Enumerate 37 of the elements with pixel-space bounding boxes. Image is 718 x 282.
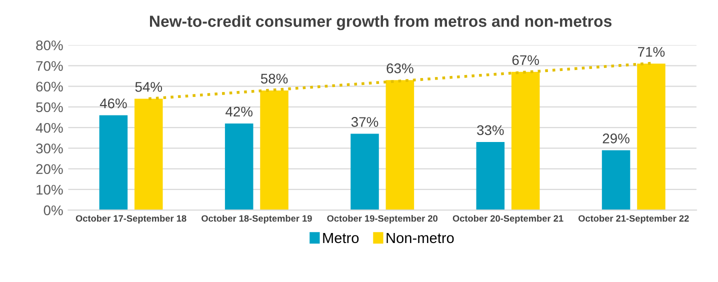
x-tick-label: October 17-September 18 — [76, 214, 186, 224]
y-tick-label: 50% — [36, 102, 63, 112]
y-tick-label: 30% — [36, 144, 63, 154]
x-tick-label: October 21-September 22 — [578, 214, 689, 224]
x-tick-label: October 19-September 20 — [327, 214, 438, 224]
data-label: 58% — [260, 74, 288, 84]
legend-label: Non-metro — [386, 232, 454, 244]
bar — [134, 98, 163, 210]
x-tick-label: October 18-September 19 — [202, 214, 312, 224]
data-label: 67% — [512, 55, 539, 66]
bar — [637, 64, 666, 210]
bar — [602, 150, 630, 210]
y-tick-label: 80% — [36, 40, 63, 50]
y-tick-label: 70% — [36, 61, 63, 71]
chart-title: New-to-credit consumer growth from metros and non-metros — [150, 15, 612, 30]
y-tick-label: 60% — [36, 82, 63, 92]
data-label: 42% — [226, 106, 252, 117]
data-label: 54% — [135, 82, 162, 92]
bar — [99, 115, 128, 210]
data-label: 63% — [386, 63, 414, 74]
y-tick-label: 10% — [36, 184, 63, 195]
data-label: 37% — [351, 117, 378, 127]
data-label: 33% — [477, 125, 504, 136]
y-tick-label: 40% — [36, 122, 63, 133]
bar — [260, 90, 288, 210]
y-tick-label: 20% — [36, 164, 63, 174]
x-tick-label: October 20-September 21 — [452, 214, 564, 224]
legend-label: Metro — [323, 232, 359, 244]
data-label: 46% — [100, 98, 127, 108]
bar — [476, 142, 505, 210]
data-label: 29% — [602, 134, 630, 144]
bar — [224, 123, 254, 210]
bar — [511, 72, 540, 210]
bar — [350, 134, 379, 210]
y-tick-label: 0% — [44, 205, 63, 216]
bar — [386, 80, 414, 210]
data-label: 71% — [638, 46, 665, 57]
